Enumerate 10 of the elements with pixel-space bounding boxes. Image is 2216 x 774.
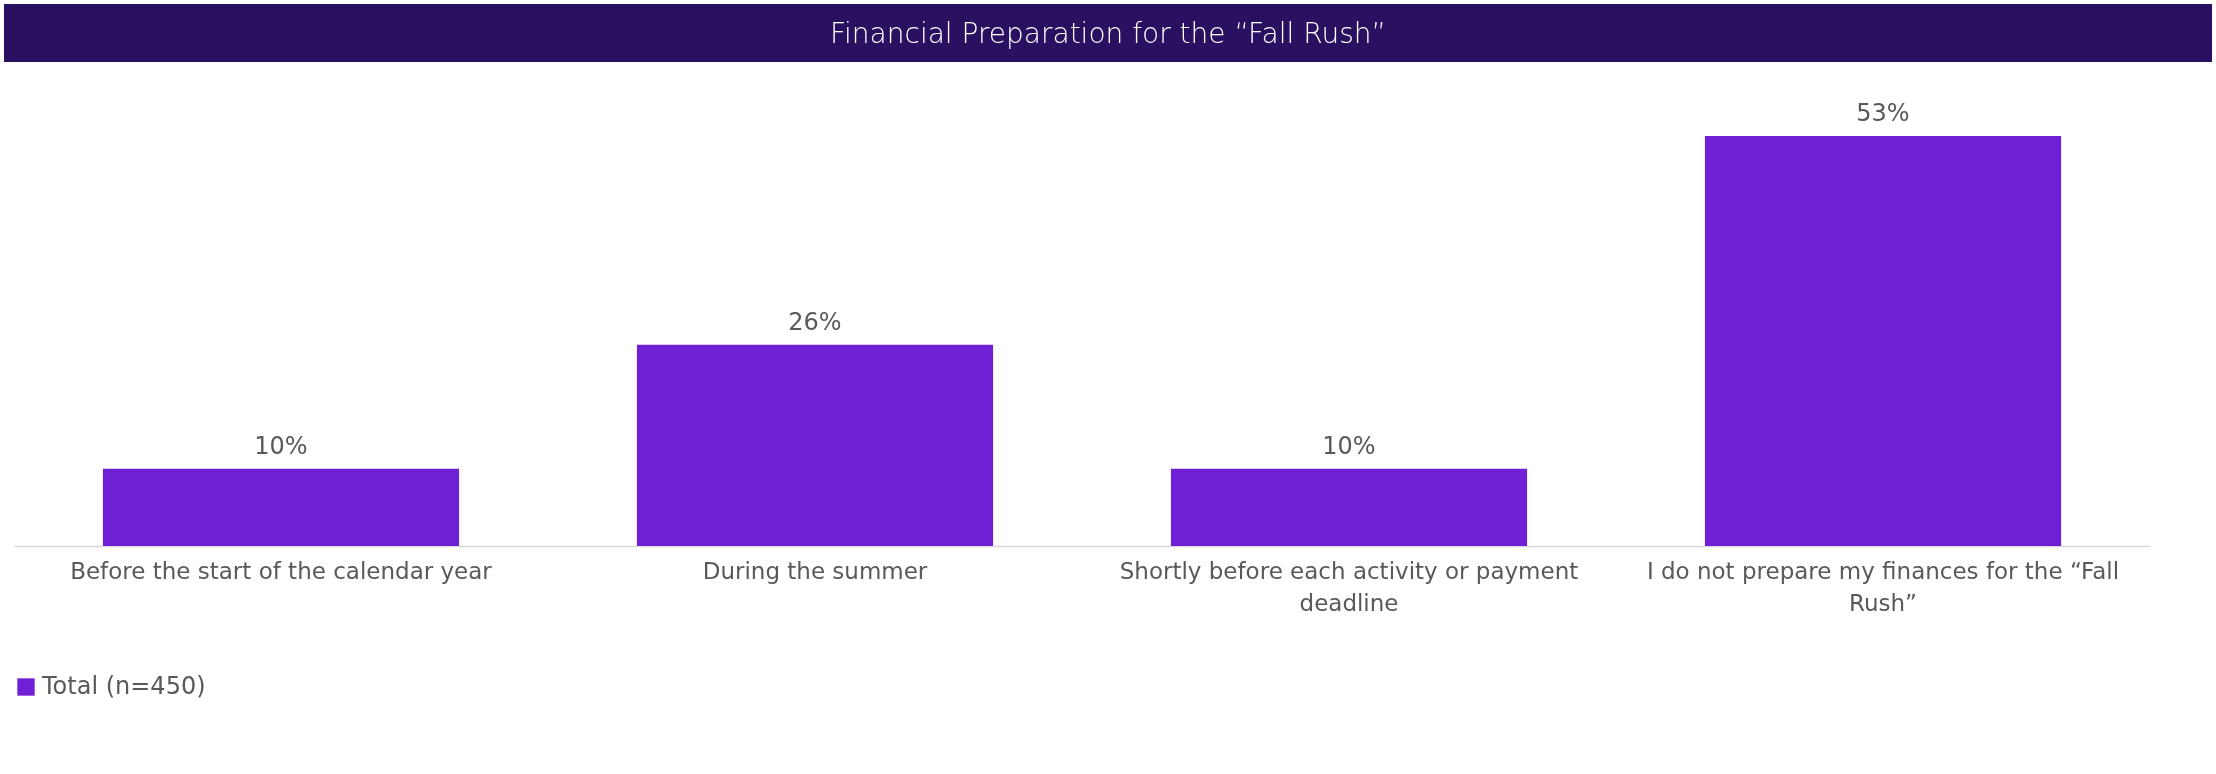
chart-title: Financial Preparation for the “Fall Rush”: [4, 4, 2212, 62]
data-label: 10%: [254, 431, 308, 460]
x-tick-label: Before the start of the calendar year: [70, 557, 493, 584]
x-tick-label: During the summer: [702, 557, 928, 584]
data-label: 53%: [1856, 99, 1910, 127]
x-tick-label: I do not prepare my finances for the “Fall Rush”: [1646, 557, 2120, 616]
x-tick-label: Shortly before each activity or payment deadline: [1119, 557, 1579, 616]
data-label: 10%: [1322, 431, 1376, 460]
legend-label: Total (n=450): [41, 672, 206, 700]
data-label: 26%: [788, 307, 842, 336]
